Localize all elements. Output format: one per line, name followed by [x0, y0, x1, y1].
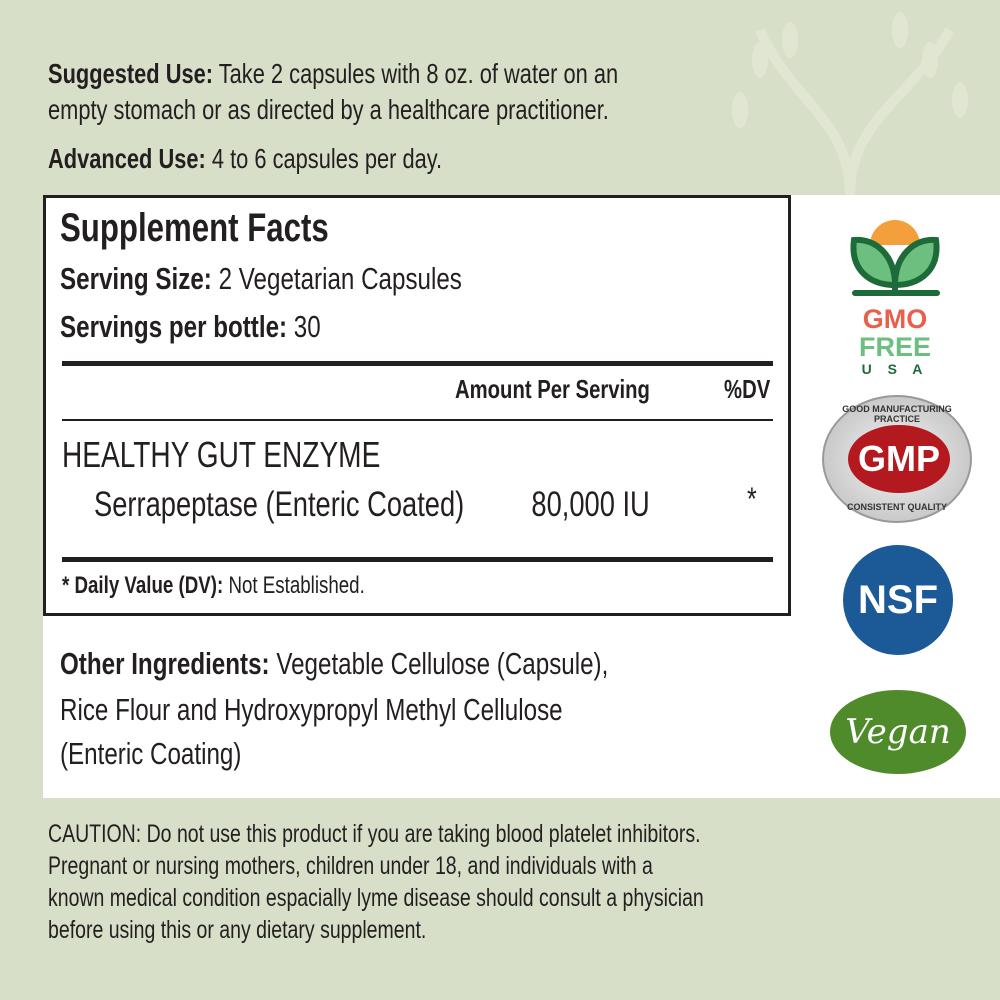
facts-title: Supplement Facts [60, 206, 329, 250]
servings-per-bottle: Servings per bottle: 30 [60, 309, 321, 344]
caution-line4: before using this or any dietary supplem… [48, 916, 427, 944]
gmo-text: GMO [862, 304, 928, 334]
caution-line1: CAUTION: Do not use this product if you … [48, 820, 701, 848]
gmp-top-text: GOOD MANUFACTURING PRACTICE [842, 404, 952, 424]
nsf-text: NSF [858, 578, 938, 622]
suggested-use-cont: empty stomach or as directed by a health… [48, 94, 609, 125]
dv-footnote: * Daily Value (DV): Not Established. [62, 572, 365, 599]
usa-text: U S A [861, 361, 929, 377]
advanced-use: Advanced Use: 4 to 6 capsules per day. [48, 143, 443, 174]
ingredient-dv: * [747, 481, 757, 517]
gmp-badge: GOOD MANUFACTURING PRACTICE GMP CONSISTE… [822, 395, 972, 523]
vegan-badge: Vegan [830, 690, 966, 774]
tree-watermark [732, 12, 968, 195]
amount-header: Amount Per Serving [455, 374, 650, 404]
gmp-bottom-text: CONSISTENT QUALITY [846, 502, 947, 512]
suggested-use: Suggested Use: Take 2 capsules with 8 oz… [48, 58, 619, 89]
ingredient-group: HEALTHY GUT ENZYME [62, 434, 381, 475]
ingredient-name: Serrapeptase (Enteric Coated) [94, 485, 465, 524]
gmp-text: GMP [848, 425, 950, 493]
caution-line2: Pregnant or nursing mothers, children un… [48, 852, 653, 880]
serving-size: Serving Size: 2 Vegetarian Capsules [60, 261, 462, 296]
other-ingredients-line2: Rice Flour and Hydroxypropyl Methyl Cell… [60, 692, 563, 727]
thin-rule [62, 419, 773, 421]
dv-header: %DV [723, 374, 770, 404]
thick-rule-bottom [62, 557, 773, 562]
nsf-badge: NSF [843, 545, 953, 655]
supplement-facts-box [43, 195, 791, 616]
gmo-free-badge: GMO FREE U S A [840, 210, 950, 385]
caution-line3: known medical condition espacially lyme … [48, 884, 704, 912]
thick-rule [62, 361, 773, 366]
free-text: FREE [858, 332, 931, 362]
other-ingredients-line3: (Enteric Coating) [60, 736, 242, 771]
vegan-text: Vegan [845, 712, 951, 752]
other-ingredients: Other Ingredients: Vegetable Cellulose (… [60, 646, 609, 681]
ingredient-amount: 80,000 IU [531, 485, 650, 524]
sprout-icon [850, 220, 940, 296]
